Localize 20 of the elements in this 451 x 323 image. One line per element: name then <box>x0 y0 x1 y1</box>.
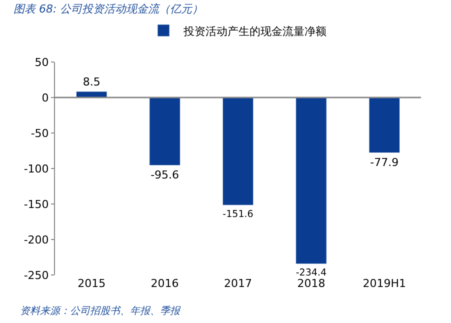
x-tick-label: 2017 <box>224 277 252 290</box>
data-label: -95.6 <box>150 168 180 182</box>
y-tick-label: -150 <box>24 198 49 211</box>
y-tick-label: -200 <box>24 233 49 246</box>
chart-title: 图表 68: 公司投资活动现金流（亿元） <box>14 2 204 16</box>
legend-label: 投资活动产生的现金流量净额 <box>182 24 326 38</box>
y-tick-label: -50 <box>30 126 49 140</box>
x-tick-label: 2019H1 <box>362 277 406 290</box>
data-label: -151.6 <box>222 208 254 220</box>
x-tick-label: 2015 <box>78 277 106 290</box>
y-tick-label: 50 <box>34 56 49 69</box>
y-tick-label: -250 <box>24 268 49 282</box>
y-tick-label: 0 <box>42 91 49 104</box>
data-label: -77.9 <box>370 156 399 169</box>
x-tick-label: 2018 <box>297 277 326 290</box>
data-label: 8.5 <box>82 75 100 88</box>
x-tick-label: 2016 <box>150 277 179 290</box>
data-label: -234.4 <box>296 268 327 279</box>
text: 资料来源：公司招股书、年报、季报 <box>20 305 181 317</box>
y-tick-label: -100 <box>24 162 49 176</box>
